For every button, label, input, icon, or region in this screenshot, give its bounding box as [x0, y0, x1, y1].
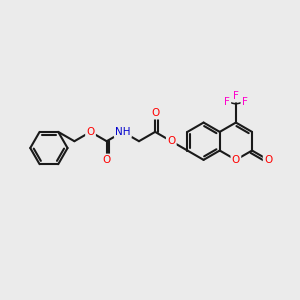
Text: F: F	[242, 97, 247, 107]
Text: O: O	[167, 136, 176, 146]
Text: NH: NH	[115, 127, 130, 137]
Text: O: O	[103, 155, 111, 165]
Text: F: F	[224, 97, 230, 107]
Text: F: F	[233, 91, 239, 101]
Text: O: O	[232, 155, 240, 165]
Text: O: O	[86, 127, 95, 137]
Text: O: O	[151, 108, 159, 118]
Text: O: O	[264, 155, 272, 165]
